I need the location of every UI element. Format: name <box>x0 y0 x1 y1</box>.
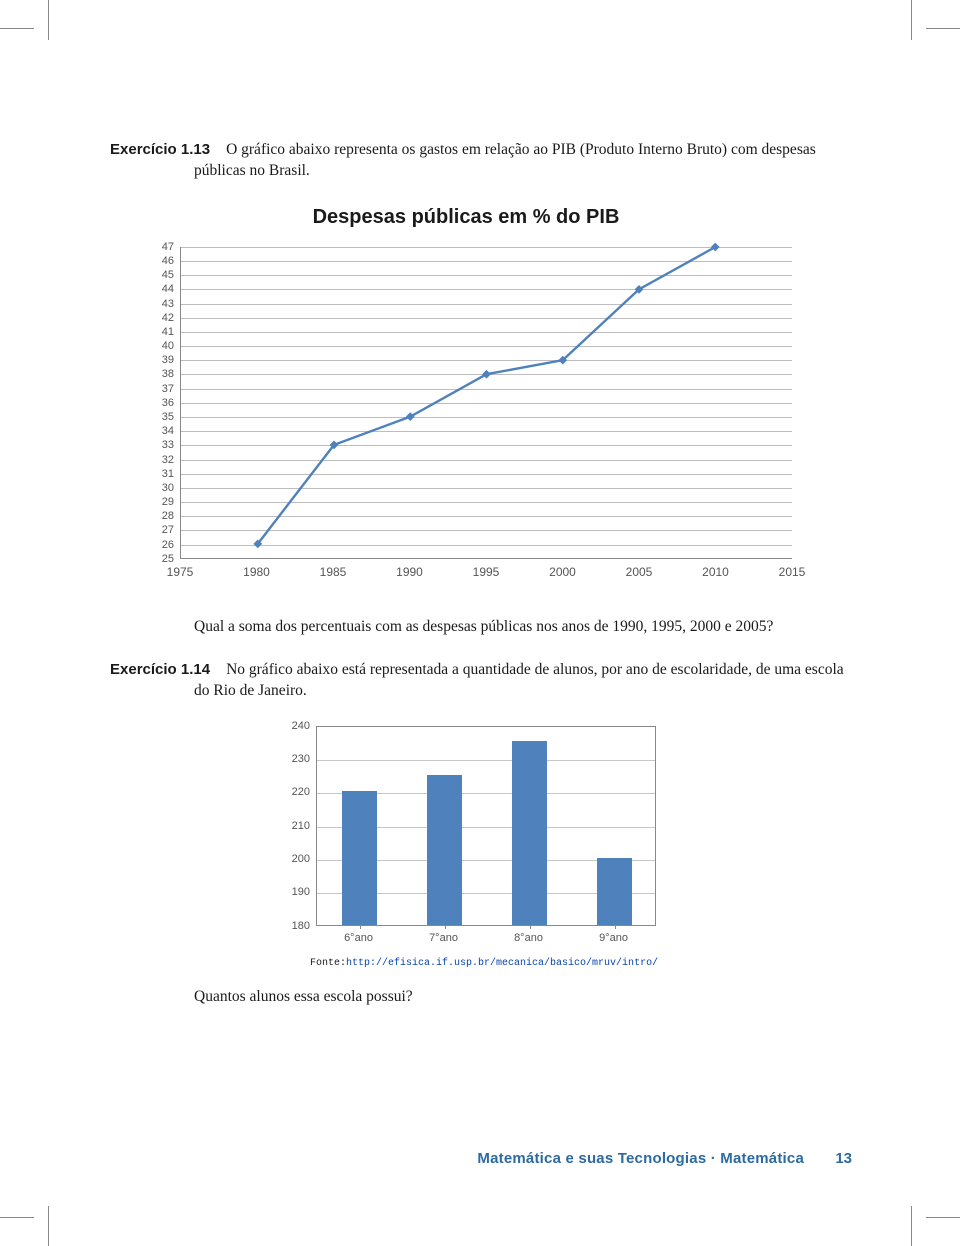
y-tick-label: 41 <box>150 326 174 338</box>
x-tick-label: 7°ano <box>429 932 458 944</box>
y-tick-label: 28 <box>150 510 174 522</box>
y-tick-label: 31 <box>150 468 174 480</box>
x-tick <box>530 925 531 929</box>
x-tick-label: 2015 <box>779 565 806 579</box>
y-tick-label: 230 <box>270 753 310 765</box>
x-tick <box>445 925 446 929</box>
y-tick-label: 35 <box>150 411 174 423</box>
x-tick-label: 1975 <box>167 565 194 579</box>
data-marker <box>406 412 415 421</box>
x-tick-label: 8°ano <box>514 932 543 944</box>
x-tick-label: 9°ano <box>599 932 628 944</box>
exercise-label: Exercício 1.13 <box>110 141 210 158</box>
x-tick <box>615 925 616 929</box>
x-tick-label: 2010 <box>702 565 729 579</box>
source-label: Fonte: <box>310 958 346 969</box>
y-tick-label: 220 <box>270 786 310 798</box>
crop-mark <box>0 1217 34 1218</box>
y-tick-label: 43 <box>150 298 174 310</box>
chart-source: Fonte:http://efisica.if.usp.br/mecanica/… <box>310 958 850 969</box>
exercise-question: Qual a soma dos percentuais com as despe… <box>194 617 850 638</box>
bar-chart: 180 190 200 210 220 230 240 6°ano 7°ano 8°ano 9°an… <box>270 720 690 950</box>
y-tick-label: 25 <box>150 553 174 565</box>
y-tick-label: 26 <box>150 539 174 551</box>
y-tick-label: 39 <box>150 354 174 366</box>
chart-title: Despesas públicas em % do PIB <box>110 206 822 229</box>
source-link[interactable]: http://efisica.if.usp.br/mecanica/basico… <box>346 958 658 969</box>
y-tick-label: 47 <box>150 241 174 253</box>
y-tick-label: 30 <box>150 482 174 494</box>
bar <box>427 775 463 925</box>
y-tick-label: 27 <box>150 524 174 536</box>
x-tick <box>360 925 361 929</box>
exercise-1-13: Exercício 1.13 O gráfico abaixo represen… <box>110 140 850 182</box>
y-tick-label: 37 <box>150 383 174 395</box>
line-series <box>181 247 792 558</box>
y-tick-label: 36 <box>150 397 174 409</box>
bar <box>342 791 378 924</box>
exercise-label: Exercício 1.14 <box>110 661 210 678</box>
x-tick-label: 1995 <box>473 565 500 579</box>
y-tick-label: 45 <box>150 269 174 281</box>
gridline <box>317 760 655 761</box>
x-tick-label: 1980 <box>243 565 270 579</box>
data-marker <box>482 370 491 379</box>
footer-text: Matemática e suas Tecnologias · Matemáti… <box>477 1150 804 1167</box>
line-chart: Despesas públicas em % do PIB 25 26 27 28 29… <box>110 206 822 599</box>
x-tick-label: 2005 <box>626 565 653 579</box>
crop-mark <box>926 1217 960 1218</box>
y-tick-label: 33 <box>150 439 174 451</box>
crop-mark <box>911 1206 912 1246</box>
x-tick-label: 1990 <box>396 565 423 579</box>
crop-mark <box>911 0 912 40</box>
x-tick-label: 6°ano <box>344 932 373 944</box>
y-tick-label: 46 <box>150 255 174 267</box>
page-content: Exercício 1.13 O gráfico abaixo represen… <box>110 140 850 1030</box>
y-tick-label: 44 <box>150 283 174 295</box>
crop-mark <box>48 1206 49 1246</box>
footer-page-number: 13 <box>835 1150 852 1167</box>
bar-chart-plot: 180 190 200 210 220 230 240 6°ano 7°ano 8°ano 9°an… <box>270 720 670 950</box>
line-chart-plot: 25 26 27 28 29 30 31 32 33 34 35 36 37 38 39 40 41 42 43 44… <box>110 239 822 599</box>
exercise-text: O gráfico abaixo representa os gastos em… <box>194 141 816 179</box>
y-tick-label: 210 <box>270 820 310 832</box>
y-tick-label: 40 <box>150 340 174 352</box>
y-tick-label: 38 <box>150 368 174 380</box>
exercise-text: No gráfico abaixo está representada a qu… <box>194 661 844 699</box>
y-tick-label: 29 <box>150 496 174 508</box>
y-tick-label: 42 <box>150 312 174 324</box>
x-tick-label: 1985 <box>320 565 347 579</box>
crop-mark <box>926 28 960 29</box>
bar <box>597 858 633 925</box>
y-tick-label: 32 <box>150 454 174 466</box>
crop-mark <box>48 0 49 40</box>
crop-mark <box>0 28 34 29</box>
y-tick-label: 240 <box>270 720 310 732</box>
y-tick-label: 180 <box>270 920 310 932</box>
y-tick-label: 200 <box>270 853 310 865</box>
y-tick-label: 190 <box>270 886 310 898</box>
exercise-1-14: Exercício 1.14 No gráfico abaixo está re… <box>110 660 850 702</box>
x-tick-label: 2000 <box>549 565 576 579</box>
exercise-question: Quantos alunos essa escola possui? <box>194 987 850 1008</box>
bar <box>512 741 548 924</box>
y-tick-label: 34 <box>150 425 174 437</box>
